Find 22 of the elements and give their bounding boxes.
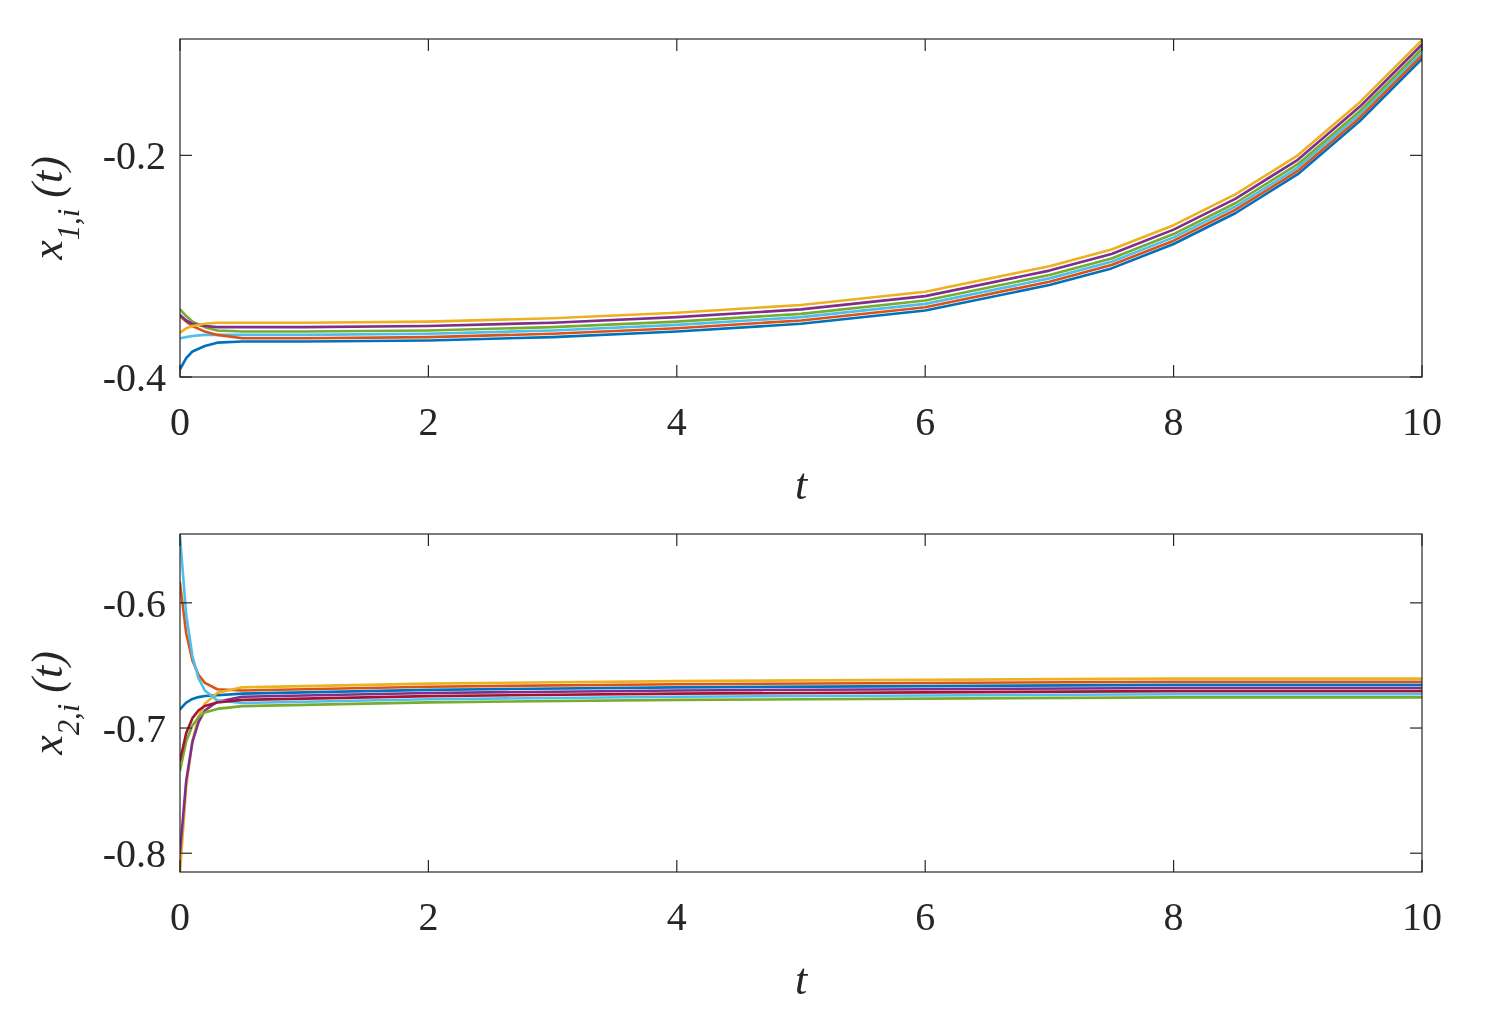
line-series xyxy=(180,683,1422,711)
y-tick-label: -0.2 xyxy=(102,133,166,179)
line-series xyxy=(180,696,1422,772)
x-tick-label: 2 xyxy=(418,894,439,939)
x-axis-title: t xyxy=(794,460,809,509)
x-tick-label: 6 xyxy=(915,894,936,939)
y-tick-label: -0.8 xyxy=(102,831,166,877)
x-tick-label: 10 xyxy=(1402,399,1442,444)
x-tick-label: 4 xyxy=(666,399,687,444)
x-axis-title: t xyxy=(794,955,809,1004)
x-tick-label: 4 xyxy=(666,894,687,939)
y-tick-label: -0.7 xyxy=(102,706,166,752)
line-series xyxy=(180,689,1422,762)
x-tick-label: 8 xyxy=(1163,894,1184,939)
x-tick-label: 10 xyxy=(1402,894,1442,939)
x-tick-label: 0 xyxy=(170,894,190,939)
y-tick-label: -0.4 xyxy=(102,355,166,400)
x-tick-label: 0 xyxy=(170,399,190,444)
x-tick-label: 6 xyxy=(915,399,936,444)
x-tick-label: 8 xyxy=(1163,399,1184,444)
x-tick-label: 2 xyxy=(418,399,439,444)
y-tick-label: -0.6 xyxy=(102,580,166,626)
